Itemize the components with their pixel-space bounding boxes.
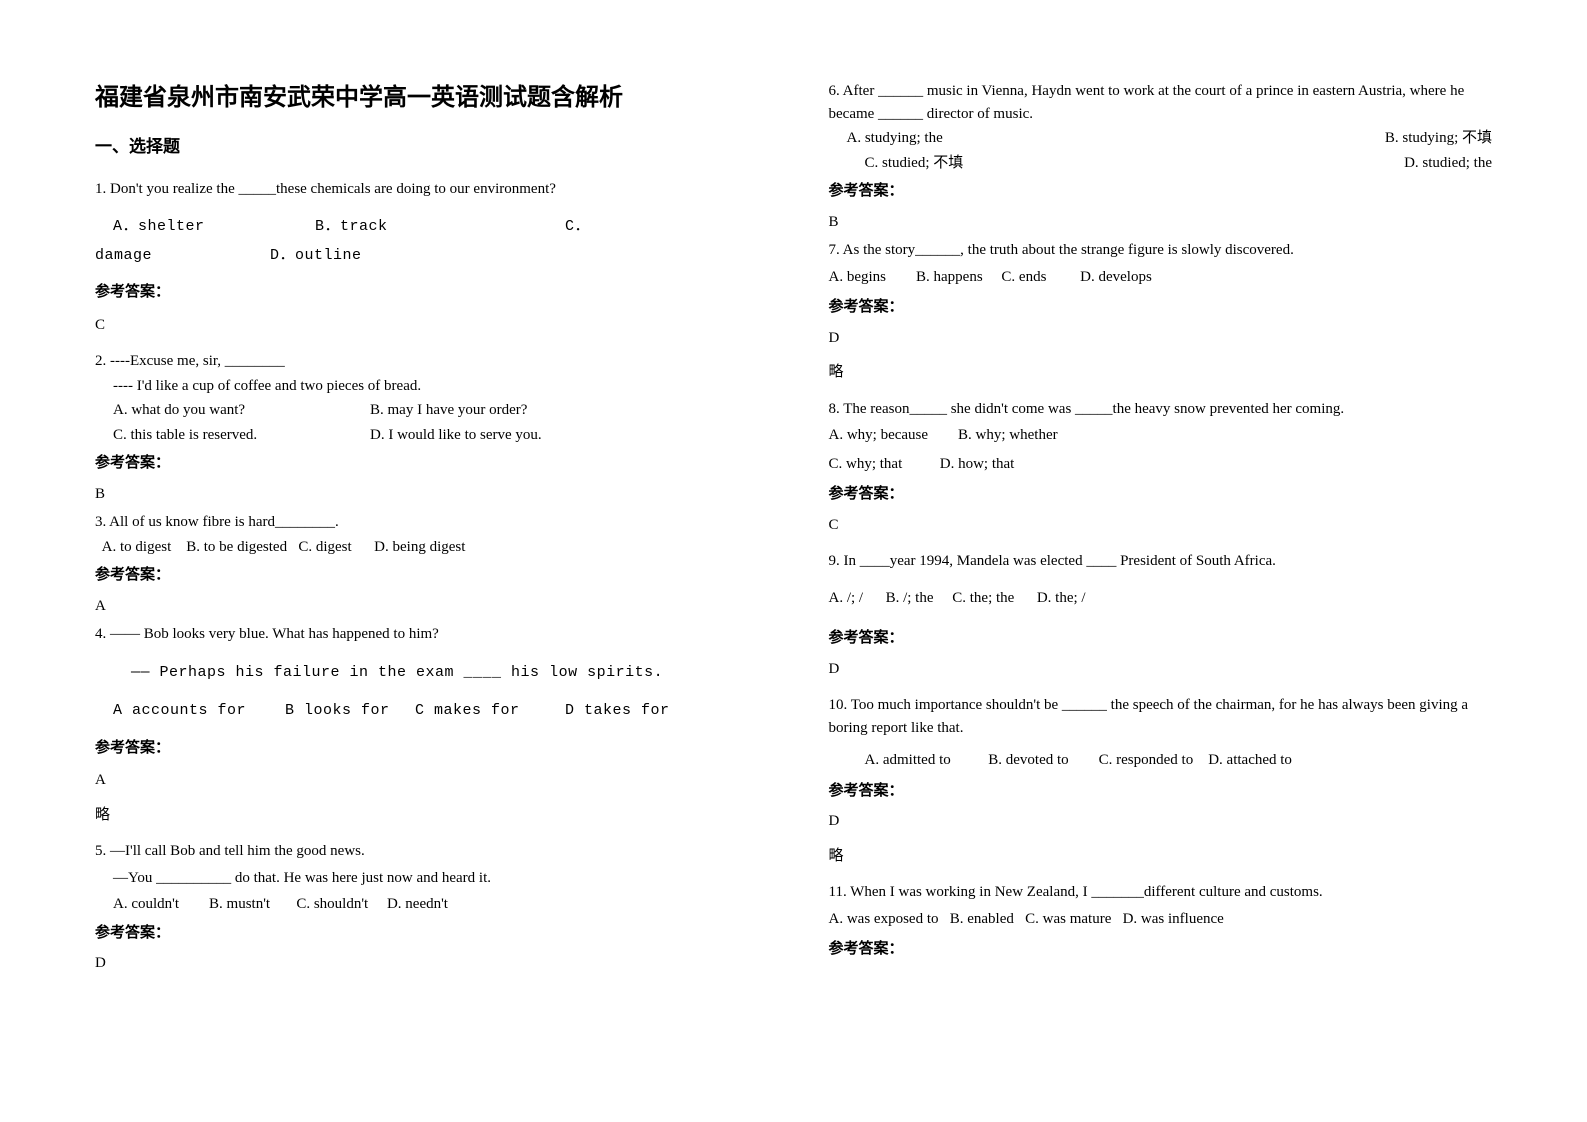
answer-label: 参考答案：: [95, 922, 759, 945]
options-row-2: damage D．outline: [95, 245, 759, 268]
answer-value: B: [95, 483, 759, 506]
question-10: 10. Too much importance shouldn't be ___…: [829, 694, 1493, 867]
question-text: 11. When I was working in New Zealand, I…: [829, 881, 1493, 904]
option-b: B．track: [315, 216, 565, 239]
question-4: 4. —— Bob looks very blue. What has happ…: [95, 623, 759, 826]
question-11: 11. When I was working in New Zealand, I…: [829, 881, 1493, 961]
question-5: 5. —I'll call Bob and tell him the good …: [95, 840, 759, 975]
options-row: A. what do you want? B. may I have your …: [95, 399, 759, 422]
question-text: 7. As the story______, the truth about t…: [829, 239, 1493, 262]
question-6: 6. After ______ music in Vienna, Haydn w…: [829, 80, 1493, 233]
options-row-2: C. why; that D. how; that: [829, 453, 1493, 476]
answer-label: 参考答案：: [829, 938, 1493, 961]
option-c-cont: damage: [95, 245, 270, 268]
question-text: 10. Too much importance shouldn't be ___…: [829, 694, 1493, 739]
options-row: A. couldn't B. mustn't C. shouldn't D. n…: [95, 893, 759, 916]
option-d: D takes for: [565, 700, 670, 723]
question-text: 3. All of us know fibre is hard________.: [95, 511, 759, 534]
answer-value: D: [829, 327, 1493, 350]
question-text: 1. Don't you realize the _____these chem…: [95, 178, 759, 201]
options-row: A．shelter B．track C．: [95, 216, 759, 239]
omitted-note: 略: [95, 804, 759, 827]
option-a: A. what do you want?: [95, 399, 370, 422]
option-c: C makes for: [415, 700, 565, 723]
left-column: 福建省泉州市南安武荣中学高一英语测试题含解析 一、选择题 1. Don't yo…: [95, 80, 759, 989]
answer-value: C: [829, 514, 1493, 537]
options-row: A. admitted to B. devoted to C. responde…: [829, 749, 1493, 772]
answer-value: B: [829, 211, 1493, 234]
answer-label: 参考答案：: [829, 627, 1493, 650]
answer-label: 参考答案：: [829, 483, 1493, 506]
answer-label: 参考答案：: [95, 281, 759, 304]
answer-label: 参考答案：: [95, 737, 759, 760]
answer-label: 参考答案：: [95, 452, 759, 475]
options-row: A accounts for B looks for C makes for D…: [95, 700, 759, 723]
question-text-2: —— Perhaps his failure in the exam ____ …: [95, 662, 759, 685]
page-container: 福建省泉州市南安武荣中学高一英语测试题含解析 一、选择题 1. Don't yo…: [95, 80, 1492, 989]
document-title: 福建省泉州市南安武荣中学高一英语测试题含解析: [95, 80, 759, 116]
options-row-2: C. this table is reserved. D. I would li…: [95, 424, 759, 447]
question-text: 2. ----Excuse me, sir, ________: [95, 350, 759, 373]
answer-value: C: [95, 314, 759, 337]
options-row: A. to digest B. to be digested C. digest…: [95, 536, 759, 559]
question-text: 6. After ______ music in Vienna, Haydn w…: [829, 80, 1493, 125]
omitted-note: 略: [829, 361, 1493, 384]
option-a: A．shelter: [95, 216, 315, 239]
answer-value: D: [95, 952, 759, 975]
option-d: D．outline: [270, 245, 362, 268]
omitted-note: 略: [829, 845, 1493, 868]
question-1: 1. Don't you realize the _____these chem…: [95, 178, 759, 337]
answer-label: 参考答案：: [829, 780, 1493, 803]
question-2: 2. ----Excuse me, sir, ________ ---- I'd…: [95, 350, 759, 505]
option-b: B. may I have your order?: [370, 399, 527, 422]
option-d: D. studied; the: [1404, 152, 1492, 175]
option-b: B looks for: [285, 700, 415, 723]
question-8: 8. The reason_____ she didn't come was _…: [829, 398, 1493, 537]
options-row-2: C. studied; 不填 D. studied; the: [829, 152, 1493, 175]
answer-value: D: [829, 810, 1493, 833]
answer-label: 参考答案：: [829, 180, 1493, 203]
option-c: C. studied; 不填: [829, 152, 964, 175]
options-row: A. begins B. happens C. ends D. develops: [829, 266, 1493, 289]
answer-label: 参考答案：: [829, 296, 1493, 319]
right-column: 6. After ______ music in Vienna, Haydn w…: [829, 80, 1493, 989]
answer-value: A: [95, 769, 759, 792]
answer-value: A: [95, 595, 759, 618]
question-text-2: ---- I'd like a cup of coffee and two pi…: [95, 375, 759, 398]
options-row: A. studying; the B. studying; 不填: [829, 127, 1493, 150]
options-row: A. why; because B. why; whether: [829, 424, 1493, 447]
question-9: 9. In ____year 1994, Mandela was elected…: [829, 550, 1493, 680]
question-text-2: —You __________ do that. He was here jus…: [95, 867, 759, 890]
question-text: 9. In ____year 1994, Mandela was elected…: [829, 550, 1493, 573]
option-a: A. studying; the: [829, 127, 943, 150]
options-row: A. was exposed to B. enabled C. was matu…: [829, 908, 1493, 931]
option-d: D. I would like to serve you.: [370, 424, 542, 447]
answer-label: 参考答案：: [95, 564, 759, 587]
question-text: 5. —I'll call Bob and tell him the good …: [95, 840, 759, 863]
options-row: A. /; / B. /; the C. the; the D. the; /: [829, 587, 1493, 610]
option-a: A accounts for: [95, 700, 285, 723]
option-c: C．: [565, 216, 590, 239]
question-text: 4. —— Bob looks very blue. What has happ…: [95, 623, 759, 646]
option-c: C. this table is reserved.: [95, 424, 370, 447]
option-b: B. studying; 不填: [1385, 127, 1492, 150]
question-text: 8. The reason_____ she didn't come was _…: [829, 398, 1493, 421]
question-7: 7. As the story______, the truth about t…: [829, 239, 1493, 384]
question-3: 3. All of us know fibre is hard________.…: [95, 511, 759, 617]
answer-value: D: [829, 658, 1493, 681]
section-heading: 一、选择题: [95, 134, 759, 160]
